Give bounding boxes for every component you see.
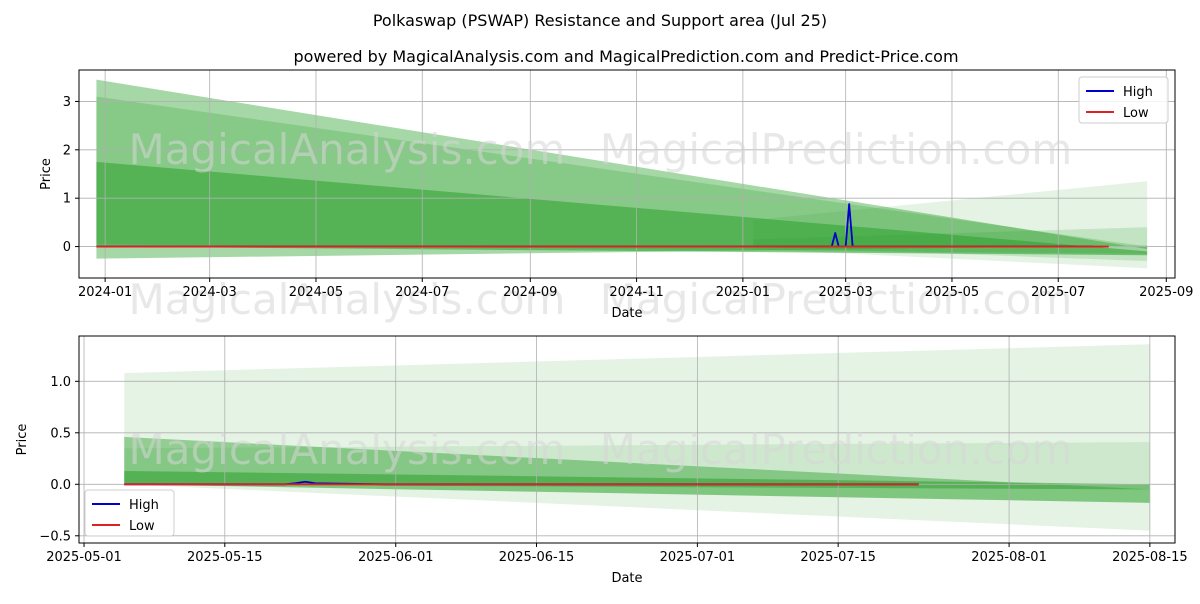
top-xtick-label-0: 2024-01 [78, 285, 132, 300]
bottom-xtick-label-2: 2025-06-01 [358, 550, 434, 565]
top-xtick-label-9: 2025-07 [1031, 285, 1085, 300]
top-xtick-label-1: 2024-03 [183, 285, 237, 300]
bottom-ytick-label-3: 1.0 [50, 375, 71, 390]
chart-subtitle: powered by MagicalAnalysis.com and Magic… [293, 47, 958, 66]
bottom-xtick-label-5: 2025-07-15 [800, 550, 876, 565]
top-plot: MagicalAnalysis.com MagicalPrediction.com… [39, 69, 1193, 324]
bottom-ylabel: Price [15, 424, 30, 456]
bottom-xtick-label-7: 2025-08-15 [1112, 550, 1188, 565]
top-xtick-label-5: 2024-11 [609, 285, 663, 300]
top-watermark-right-0: MagicalPrediction.com [600, 125, 1073, 174]
top-bands [96, 79, 1148, 269]
top-legend: High Low [1078, 76, 1169, 124]
bottom-legend: High Low [84, 489, 175, 537]
top-watermark-left-0: MagicalAnalysis.com [129, 125, 566, 174]
top-xlabel: Date [611, 306, 642, 321]
bottom-ytick-label-0: −0.5 [39, 529, 71, 544]
top-legend-label-high: High [1123, 85, 1153, 100]
top-grid [79, 70, 1175, 278]
bottom-xtick-label-6: 2025-08-01 [971, 550, 1047, 565]
top-ytick-label-1: 1 [63, 192, 71, 207]
top-xtick-label-2: 2024-05 [289, 285, 343, 300]
bottom-axes-frame [78, 335, 1176, 544]
chart-title: Polkaswap (PSWAP) Resistance and Support… [373, 11, 827, 30]
top-watermark-left-1: MagicalAnalysis.com [129, 275, 566, 324]
bottom-series [124, 480, 919, 486]
bottom-legend-label-low: Low [129, 519, 155, 534]
top-ytick-label-3: 3 [63, 95, 71, 110]
bottom-watermark-right-0: MagicalPrediction.com [600, 425, 1073, 474]
bottom-xtick-label-0: 2025-05-01 [46, 550, 122, 565]
bottom-xtick-label-4: 2025-07-01 [660, 550, 736, 565]
bottom-ytick-label-1: 0.0 [50, 478, 71, 493]
top-legend-label-low: Low [1123, 106, 1149, 121]
top-xtick-label-10: 2025-09 [1139, 285, 1193, 300]
top-band-4 [753, 227, 1148, 262]
top-watermark-right-1: MagicalPrediction.com [600, 275, 1073, 324]
top-xtick-label-3: 2024-07 [395, 285, 449, 300]
bottom-plot: MagicalAnalysis.com MagicalPrediction.com… [15, 335, 1188, 586]
top-series [96, 203, 1109, 248]
bottom-xtick-label-1: 2025-05-15 [187, 550, 263, 565]
top-ytick-label-0: 0 [63, 240, 71, 255]
bottom-watermark-left-0: MagicalAnalysis.com [129, 425, 566, 474]
bottom-xtick-label-3: 2025-06-15 [499, 550, 575, 565]
top-ytick-label-2: 2 [63, 143, 71, 158]
top-axes-frame [78, 69, 1176, 279]
bottom-xlabel: Date [611, 571, 642, 586]
bottom-legend-label-high: High [129, 498, 159, 513]
bottom-band-3 [124, 470, 1150, 503]
top-xtick-label-8: 2025-05 [925, 285, 979, 300]
bottom-ytick-label-2: 0.5 [50, 426, 71, 441]
top-xtick-label-6: 2025-01 [716, 285, 770, 300]
top-xtick-label-7: 2025-03 [819, 285, 873, 300]
top-ylabel: Price [39, 158, 54, 190]
top-xtick-label-4: 2024-09 [503, 285, 557, 300]
top-band-2 [96, 161, 1148, 256]
